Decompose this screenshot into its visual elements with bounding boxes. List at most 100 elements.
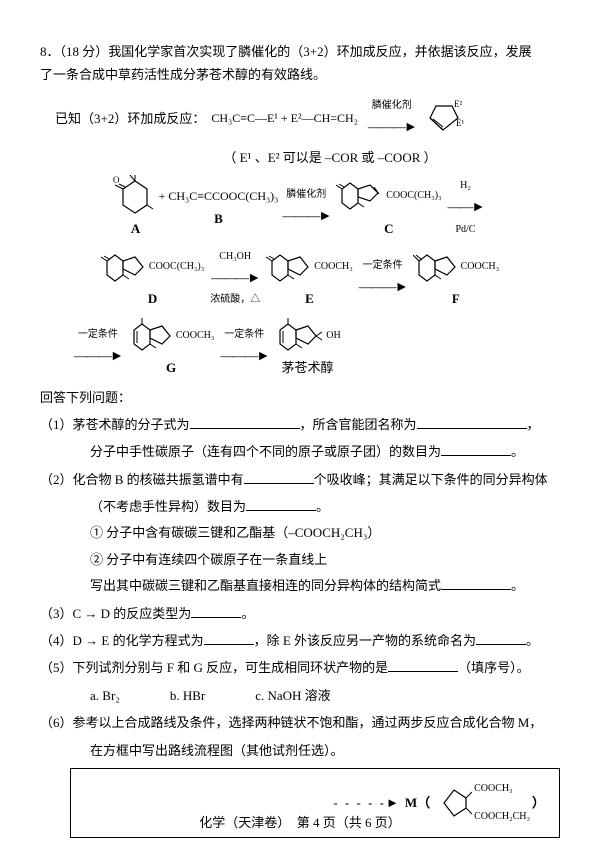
q4-text-b: ，除 E 外该反应另一产物的系统命名为 [254, 633, 476, 648]
q5-opt-c: c. NaOH 溶液 [255, 684, 330, 707]
arrow-4: CH₃OH ———► 浓硫酸，△ [210, 248, 260, 309]
arrow-6: 一定条件 ———► [74, 326, 122, 369]
arrow-3-top: H₂ [460, 177, 471, 195]
page-footer: 化学（天津卷） 第 4 页（共 6 页） [0, 811, 600, 834]
arrow-7-top: 一定条件 [224, 326, 264, 344]
final-name: 茅苍术醇 [281, 356, 333, 379]
arrow-7-shaft: ———► [220, 344, 268, 369]
q2-blank2[interactable] [246, 498, 316, 511]
q2-blank3[interactable] [441, 577, 511, 590]
q1-blank3[interactable] [441, 443, 511, 456]
arrow-1-shaft: ———► [368, 115, 416, 140]
mol-A: O A [113, 175, 159, 240]
q5: （5）下列试剂分别与 F 和 G 反应，可生成相同环状产物的是（填序号）。 [40, 656, 560, 679]
arrow-1-label: 膦催化剂 [372, 97, 412, 115]
arrow-3-shaft: ——► [448, 195, 484, 220]
q2-sub-c2: ② 分子中有连续四个碳原子在一条直线上 [40, 548, 560, 571]
q2-sub-c1: ① 分子中含有碳碳三键和乙酯基（–COOCH₂CH₃） [40, 521, 560, 544]
mol-D: COOC(CH₃)₃ D [99, 247, 206, 310]
q3-blank[interactable] [191, 605, 241, 618]
intro-line2: 了一条合成中草药活性成分茅苍术醇的有效路线。 [40, 63, 560, 86]
arrow-2-top: 膦催化剂 [286, 186, 326, 204]
q2: （2）化合物 B 的核磁共振氢谱中有 个吸收峰；其满足以下条件的同分异构体 [40, 468, 560, 491]
arrow-6-shaft: ———► [74, 344, 122, 369]
label-E: E [305, 287, 314, 310]
arrow-5-top: 一定条件 [363, 257, 403, 275]
q4: （4）D → E 的化学方程式为，除 E 外该反应另一产物的系统命名为。 [40, 629, 560, 652]
known-reaction-row: 已知（3+2）环加成反应： CH₃C≡C—E¹ + E²—CH=CH₂ 膦催化剂… [40, 97, 560, 140]
label-G: G [166, 356, 176, 379]
q2-text-s3b: 。 [511, 578, 524, 593]
route-row-2: COOC(CH₃)₃ D CH₃OH ———► 浓硫酸，△ COOCH₃ E 一… [40, 247, 560, 310]
q2-sub1: （不考虑手性异构）数目为 。 [40, 495, 560, 518]
label-D: D [148, 287, 157, 310]
reactants-1: CH₃C≡C—E¹ + E²—CH=CH₂ [211, 108, 358, 130]
mol-B-wrap: + CH₃C≡CCOOC(CH₃)₃ B [159, 186, 279, 231]
answer-head: 回答下列问题： [40, 386, 560, 409]
q2-blank1[interactable] [244, 471, 314, 484]
q2-text-s3a: 写出其中碳碳三键和乙酯基直接相连的同分异构体的结构简式 [90, 578, 441, 593]
route-row-1: O A + CH₃C≡CCOOC(CH₃)₃ B 膦催化剂 ———► COOC(… [40, 175, 560, 240]
label-A: A [131, 217, 140, 240]
q1-blank2[interactable] [417, 416, 527, 429]
mol-D-tail: COOC(CH₃)₃ [149, 258, 204, 276]
q6-text-a: （6）参考以上合成路线及条件，选择两种链状不饱和酯，通过两步反应合成化合物 M， [40, 715, 542, 730]
product-cyclopentene: E² E¹ [422, 98, 464, 138]
q4-blank2[interactable] [476, 632, 526, 645]
arrow-7: 一定条件 ———► [220, 326, 268, 369]
arrow-5: 一定条件 ———► [359, 257, 407, 300]
q2-sub-c3: 写出其中碳碳三键和乙酯基直接相连的同分异构体的结构简式 。 [40, 574, 560, 597]
mol-C-tail: COOC(CH₃)₃ [386, 187, 441, 205]
mol-C: COOC(CH₃)₃ C [334, 175, 443, 240]
q4-blank1[interactable] [204, 632, 254, 645]
arrow-1: 膦催化剂 ———► [368, 97, 416, 140]
q1: （1）茅苍术醇的分子式为 ，所含官能团名称为 ， [40, 413, 560, 436]
svg-text:E¹: E¹ [456, 118, 464, 128]
q5-options: a. Br₂ b. HBr c. NaOH 溶液 [40, 684, 560, 707]
mol-F: COOCH₃ F [411, 247, 502, 310]
q5-opt-a: a. Br₂ [90, 684, 120, 707]
q1e: 。 [511, 444, 524, 459]
q1-text-a: （1）茅苍术醇的分子式为 [40, 417, 190, 432]
mol-final: OH 茅苍术醇 [272, 316, 342, 379]
arrow-3: H₂ ——► Pd/C [448, 177, 484, 238]
arrow-2-shaft: ———► [282, 204, 330, 229]
E-note: （ E¹ 、E² 可以是 –COR 或 –COOR ） [40, 146, 560, 169]
q1-blank1[interactable] [190, 416, 300, 429]
q4-text-c: 。 [526, 633, 539, 648]
mol-final-tail: OH [326, 327, 340, 345]
mol-G-tail: COOCH₃ [176, 327, 215, 345]
arrow-3-bot: Pd/C [455, 221, 475, 239]
M-top: COOCH₃ [474, 780, 530, 798]
q5-blank[interactable] [388, 659, 458, 672]
label-B: B [214, 207, 223, 230]
q2d: 。 [316, 499, 329, 514]
q3-text-a: （3）C → D 的反应类型为 [40, 606, 191, 621]
known-label: 已知（3+2）环加成反应： [55, 107, 205, 130]
route-row-3: 一定条件 ———► COOCH₃ G 一定条件 ———► OH 茅苍术醇 [40, 316, 560, 379]
q6-sub: 在方框中写出路线流程图（其他试剂任选）。 [40, 739, 560, 762]
q2-text-a: （2）化合物 B 的核磁共振氢谱中有 [40, 472, 244, 487]
mol-F-tail: COOCH₃ [461, 258, 500, 276]
q3: （3）C → D 的反应类型为。 [40, 602, 560, 625]
arrow-4-top: CH₃OH [219, 248, 251, 266]
q1-text-b: ，所含官能团名称为 [300, 417, 417, 432]
q6: （6）参考以上合成路线及条件，选择两种链状不饱和酯，通过两步反应合成化合物 M， [40, 711, 560, 734]
mol-G: COOCH₃ G [126, 316, 217, 379]
problem-intro: 8．（18 分）我国化学家首次实现了膦催化的（3+2）环加成反应，并依据该反应，… [40, 40, 560, 87]
label-F: F [452, 287, 460, 310]
q2-text-b: 个吸收峰；其满足以下条件的同分异构体 [314, 472, 548, 487]
arrow-4-bot: 浓硫酸，△ [210, 291, 260, 309]
q1-text-d: 分子中手性碳原子（连有四个不同的原子或原子团）的数目为 [90, 444, 441, 459]
arrow-5-shaft: ———► [359, 275, 407, 300]
q2-text-c: （不考虑手性异构）数目为 [90, 499, 246, 514]
arrow-4-shaft: ———► [211, 266, 259, 291]
intro-line1: 我国化学家首次实现了膦催化的（3+2）环加成反应，并依据该反应，发展 [108, 44, 531, 59]
q5-text-b: （填序号）。 [458, 660, 530, 675]
mol-B: + CH₃C≡CCOOC(CH₃)₃ [159, 186, 279, 208]
problem-number: 8．（18 分） [40, 44, 108, 59]
q1c: ， [527, 417, 540, 432]
label-C: C [384, 217, 393, 240]
q1-sub: 分子中手性碳原子（连有四个不同的原子或原子团）的数目为 。 [40, 440, 560, 463]
svg-text:E²: E² [454, 99, 462, 109]
